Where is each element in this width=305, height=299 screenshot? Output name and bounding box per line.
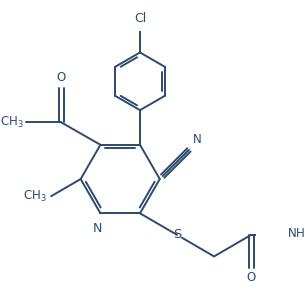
Text: CH$_3$: CH$_3$ xyxy=(23,189,47,204)
Text: O: O xyxy=(56,71,66,84)
Text: Cl: Cl xyxy=(134,12,146,25)
Text: N: N xyxy=(193,133,202,146)
Text: NH$_2$: NH$_2$ xyxy=(287,227,305,242)
Text: O: O xyxy=(246,271,256,284)
Text: N: N xyxy=(92,222,102,235)
Text: S: S xyxy=(173,228,181,241)
Text: CH$_3$: CH$_3$ xyxy=(0,115,24,130)
